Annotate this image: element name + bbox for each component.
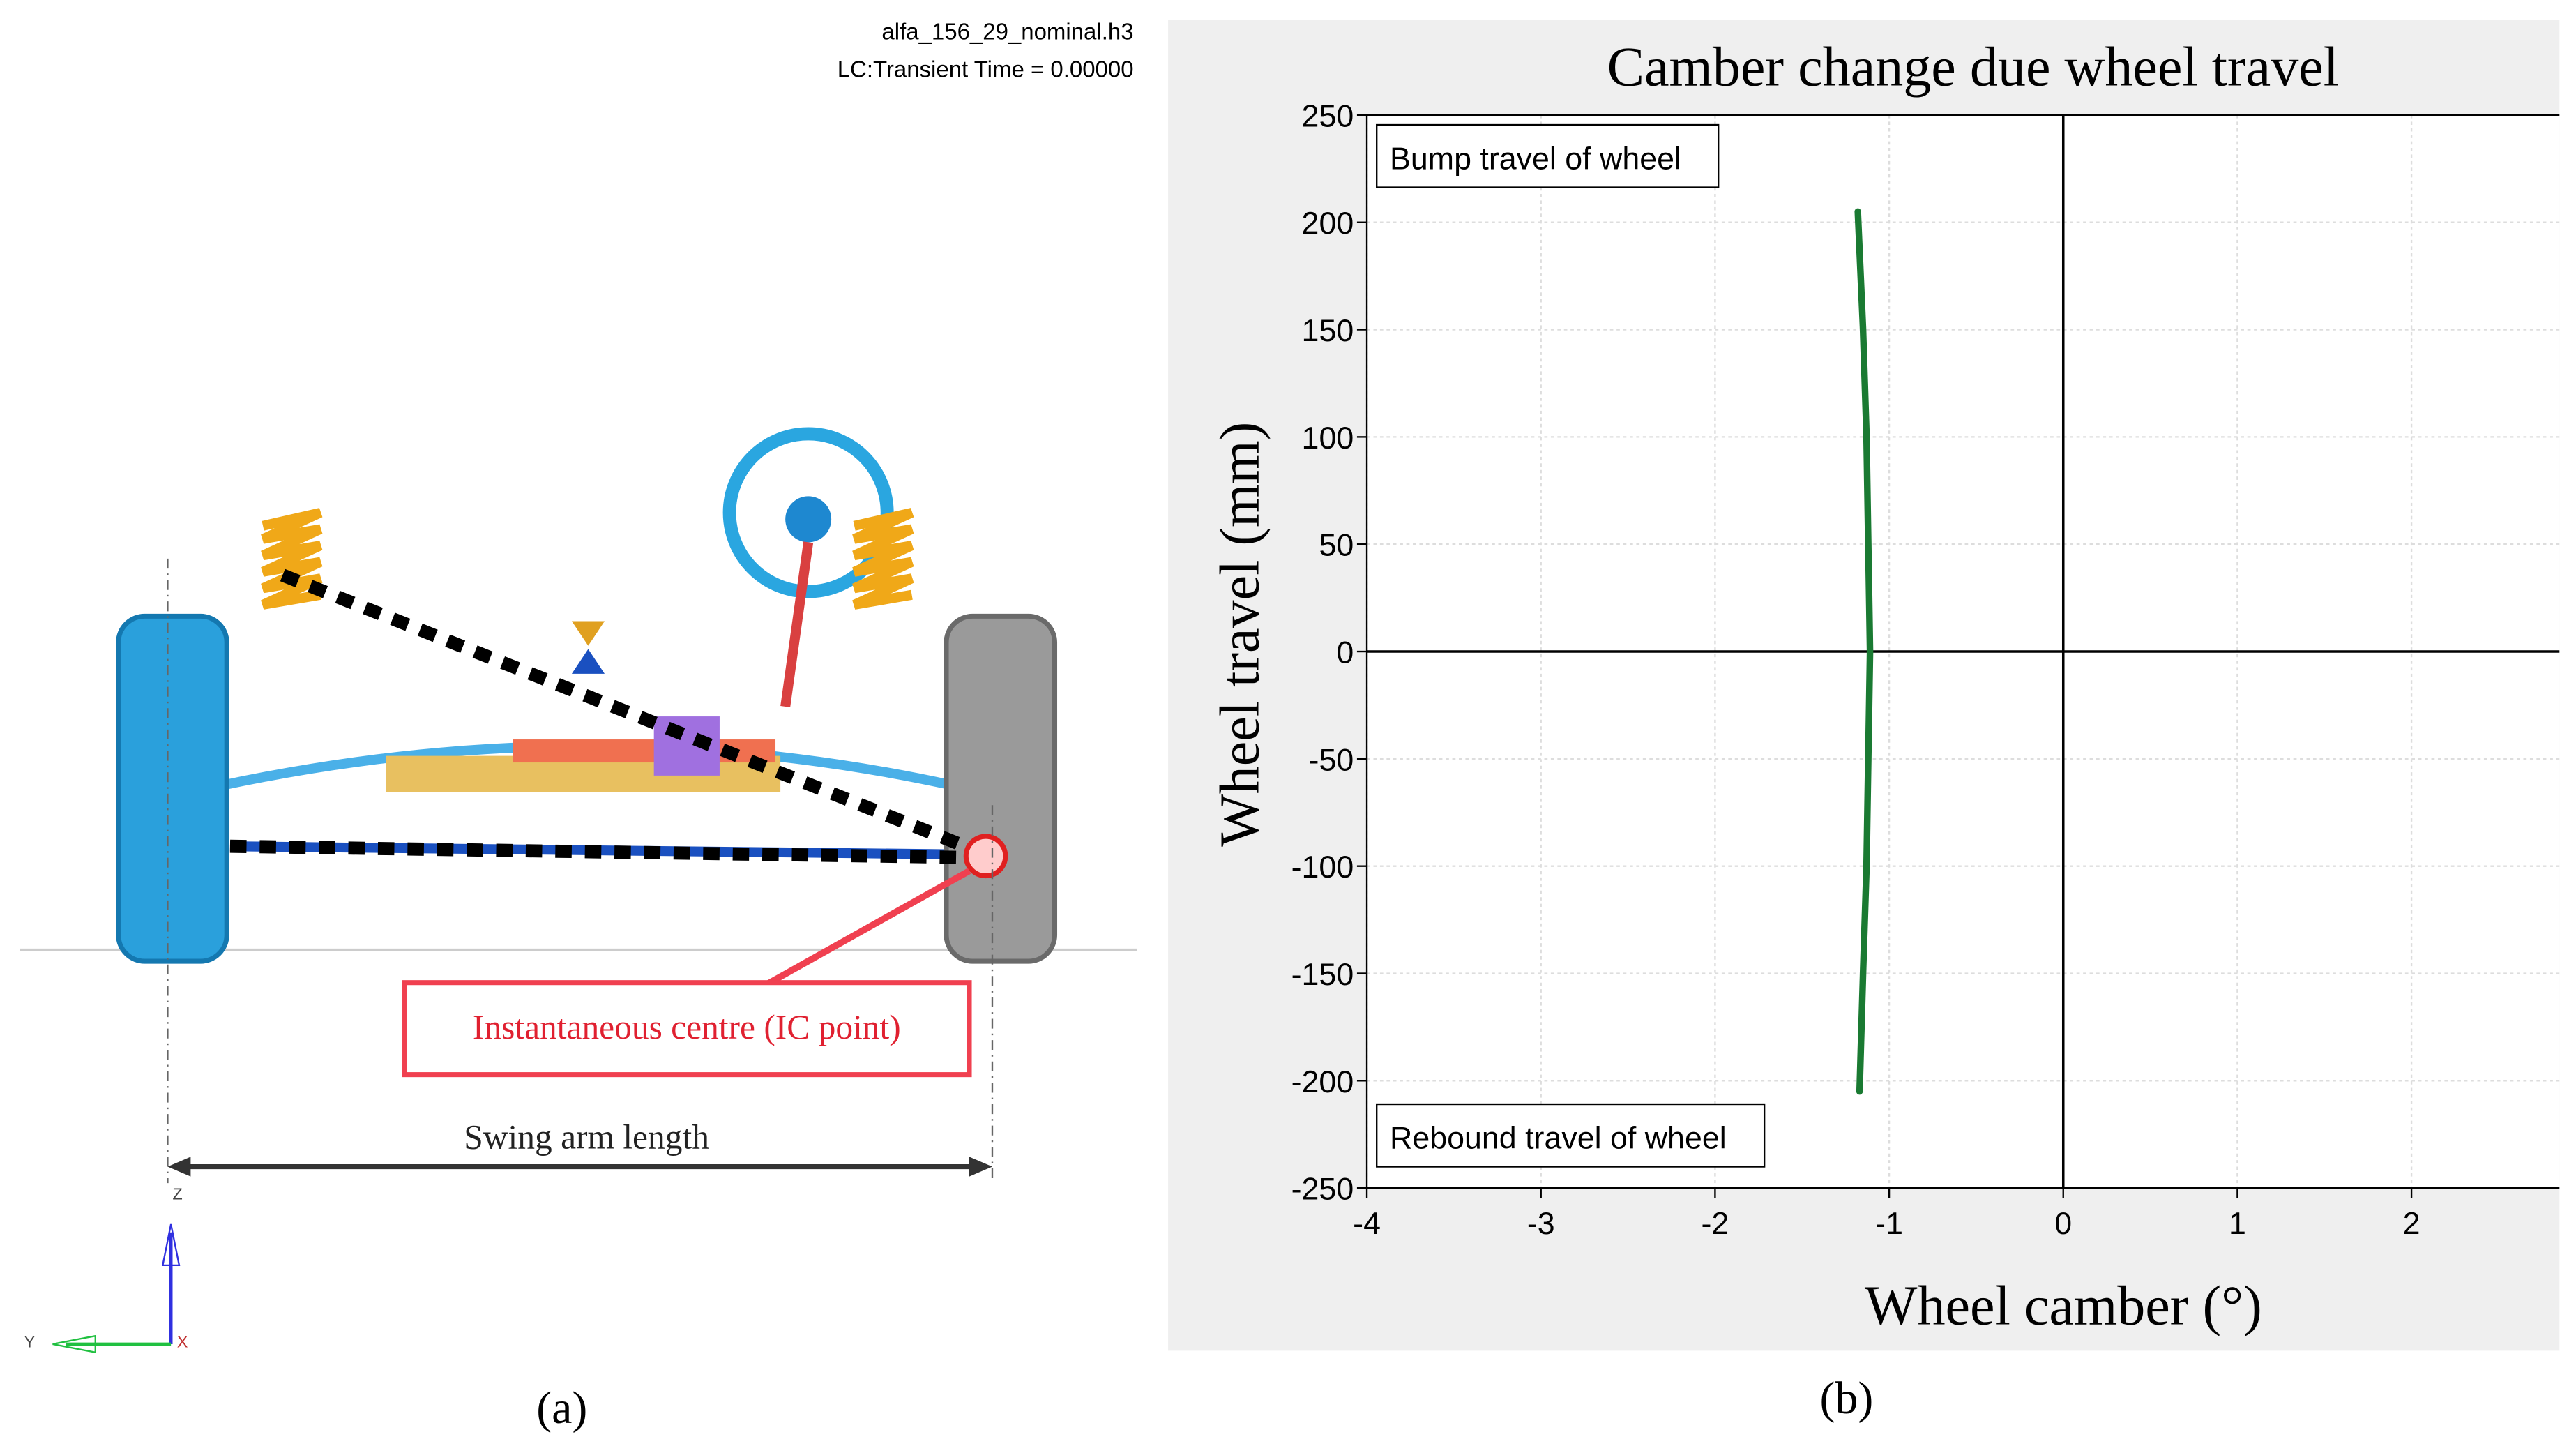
upper-construction-line xyxy=(280,568,989,861)
x-tick-label: -4 xyxy=(1353,1206,1381,1241)
y-tick-label: 100 xyxy=(1302,421,1354,455)
ic-box xyxy=(402,980,972,1078)
gearbox xyxy=(653,716,720,776)
caption-a: (a) xyxy=(536,1383,587,1433)
swing-arm-label: Swing arm length xyxy=(464,1118,709,1157)
ic-label: Instantaneous centre (IC point) xyxy=(473,1008,901,1046)
annotation-box xyxy=(1376,1103,1766,1168)
arrow-left xyxy=(167,1157,191,1177)
arrow-right xyxy=(969,1157,992,1177)
y-tick-label: 50 xyxy=(1319,528,1354,563)
steering-wheel xyxy=(722,427,894,598)
annotation-box xyxy=(1376,123,1720,188)
y-arrow xyxy=(52,1334,96,1354)
x-tick-label: 2 xyxy=(2403,1206,2420,1241)
x-label: X xyxy=(177,1333,188,1351)
y-axis-title: Wheel travel (mm) xyxy=(1210,422,1271,847)
y-tick-label: 250 xyxy=(1302,98,1354,133)
left-wheel xyxy=(116,613,229,964)
annotation: Rebound travel of wheel xyxy=(1390,1121,1727,1156)
y-label: Y xyxy=(24,1333,36,1351)
right-wheel xyxy=(944,613,1058,964)
y-tick-label: -100 xyxy=(1291,850,1354,884)
y-tick-label: -200 xyxy=(1291,1064,1354,1099)
y-tick-label: 0 xyxy=(1336,635,1354,670)
chart: -4 -3 -2 -1 0 1 2 -250 -200 -150 -100 -50 0 50 100 150 2… xyxy=(1291,98,2560,1241)
x-axis-title: Wheel camber (°) xyxy=(1865,1276,2262,1337)
steering-hub xyxy=(785,496,832,543)
y-tick-label: -250 xyxy=(1291,1172,1354,1207)
ic-point xyxy=(963,834,1008,879)
file-name: alfa_156_29_nominal.h3 xyxy=(881,19,1133,45)
z-arrow xyxy=(161,1223,181,1267)
y-tick-label: -50 xyxy=(1309,742,1354,777)
y-tick-label: 150 xyxy=(1302,313,1354,348)
y-tick-label: 200 xyxy=(1302,206,1354,241)
load-case: LC:Transient Time = 0.00000 xyxy=(838,57,1134,82)
right-spring xyxy=(852,508,914,610)
steering-column xyxy=(780,541,814,707)
left-spring xyxy=(261,508,323,610)
y-tick-label: -150 xyxy=(1291,957,1354,992)
x-tick-label: -2 xyxy=(1702,1206,1729,1241)
annotation: Bump travel of wheel xyxy=(1390,142,1681,176)
ic-pointer xyxy=(762,868,971,989)
x-tick-label: 1 xyxy=(2229,1206,2246,1241)
lower-construction-line xyxy=(229,839,986,865)
x-tick-label: -1 xyxy=(1875,1206,1903,1241)
caption-b: (b) xyxy=(1819,1373,1873,1424)
x-tick-label: -3 xyxy=(1527,1206,1555,1241)
chart-title: Camber change due wheel travel xyxy=(1607,36,2339,98)
z-label: Z xyxy=(172,1185,182,1203)
x-tick-label: 0 xyxy=(2054,1206,2072,1241)
data-line xyxy=(1854,208,1874,1095)
marker-bottom xyxy=(571,649,605,674)
marker-top xyxy=(571,621,605,646)
panel-a: alfa_156_29_nominal.h3 LC:Transient Time… xyxy=(20,19,1137,1433)
